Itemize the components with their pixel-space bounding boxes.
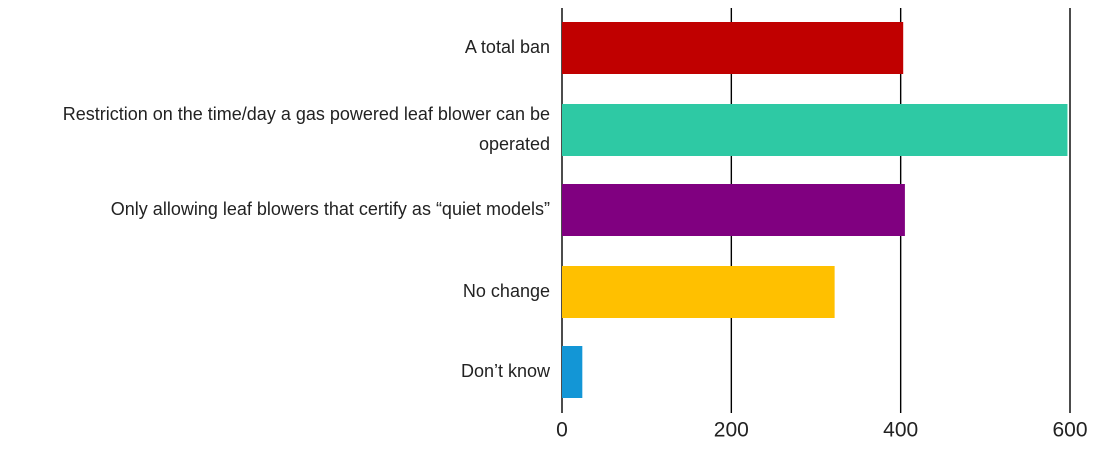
x-tick-label-200: 200 <box>714 419 749 442</box>
category-label-3: No change <box>463 281 550 301</box>
bar-2 <box>562 184 905 236</box>
bar-1 <box>562 104 1068 156</box>
category-label-2: Only allowing leaf blowers that certify … <box>111 199 550 219</box>
bar-0 <box>562 22 904 74</box>
category-label-0: A total ban <box>465 37 550 57</box>
x-tick-label-0: 0 <box>556 419 568 442</box>
x-tick-label-400: 400 <box>883 419 918 442</box>
category-label-4: Don’t know <box>461 361 551 381</box>
category-label-1-line-0: Restriction on the time/day a gas powere… <box>63 104 550 124</box>
bar-4 <box>562 346 583 398</box>
category-label-1-line-1: operated <box>479 134 550 154</box>
x-tick-label-600: 600 <box>1052 419 1087 442</box>
bar-3 <box>562 266 835 318</box>
